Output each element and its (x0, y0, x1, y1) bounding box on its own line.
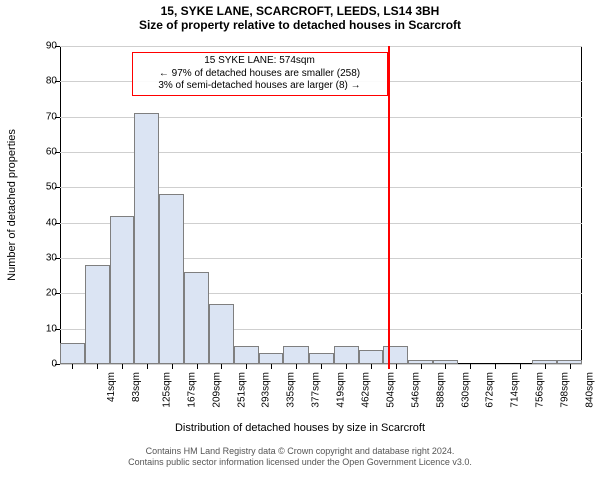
annotation-line: 3% of semi-detached houses are larger (8… (135, 80, 385, 93)
x-tick-mark (346, 364, 347, 369)
marker-line (388, 46, 390, 369)
histogram-bar (259, 353, 284, 364)
x-tick-label: 167sqm (186, 372, 197, 408)
x-tick-label: 335sqm (286, 372, 297, 408)
x-tick-mark (421, 364, 422, 369)
x-tick-mark (122, 364, 123, 369)
histogram-bar (85, 265, 110, 364)
axis-border-left (60, 46, 61, 364)
x-tick-mark (396, 364, 397, 369)
x-tick-label: 419sqm (335, 372, 346, 408)
histogram-bar (110, 216, 135, 364)
x-tick-mark (495, 364, 496, 369)
x-tick-mark (197, 364, 198, 369)
x-tick-mark (97, 364, 98, 369)
x-tick-mark (545, 364, 546, 369)
x-tick-label: 798sqm (560, 372, 571, 408)
x-tick-mark (172, 364, 173, 369)
histogram-bar (184, 272, 209, 364)
x-tick-label: 840sqm (584, 372, 595, 408)
axis-border-right (581, 46, 582, 364)
y-tick-label: 50 (46, 182, 57, 193)
chart-title-address: 15, SYKE LANE, SCARCROFT, LEEDS, LS14 3B… (0, 4, 600, 18)
x-tick-label: 83sqm (131, 372, 142, 402)
annotation-line: 15 SYKE LANE: 574sqm (135, 55, 385, 68)
x-tick-label: 377sqm (311, 372, 322, 408)
annotation-box: 15 SYKE LANE: 574sqm← 97% of detached ho… (132, 52, 388, 96)
y-tick-label: 90 (46, 41, 57, 52)
x-tick-label: 251sqm (236, 372, 247, 408)
histogram-bar (134, 113, 159, 364)
histogram-bar (283, 346, 308, 364)
x-tick-mark (371, 364, 372, 369)
x-tick-mark (147, 364, 148, 369)
x-tick-mark (321, 364, 322, 369)
y-tick-label: 70 (46, 111, 57, 122)
y-tick-label: 80 (46, 76, 57, 87)
annotation-line: ← 97% of detached houses are smaller (25… (135, 68, 385, 81)
x-tick-mark (271, 364, 272, 369)
histogram-bar (359, 350, 384, 364)
titles: 15, SYKE LANE, SCARCROFT, LEEDS, LS14 3B… (0, 4, 600, 32)
y-tick-label: 60 (46, 147, 57, 158)
x-tick-mark (570, 364, 571, 369)
x-tick-label: 41sqm (106, 372, 117, 402)
plot-area-wrap: 010203040506070809015 SYKE LANE: 574sqm←… (60, 46, 582, 364)
histogram-bar (209, 304, 234, 364)
x-tick-label: 546sqm (411, 372, 422, 408)
histogram-bar (60, 343, 85, 364)
x-tick-mark (445, 364, 446, 369)
x-tick-mark (221, 364, 222, 369)
x-tick-label: 756sqm (535, 372, 546, 408)
x-ticks: 41sqm 83sqm 125sqm 167sqm 209sqm 251sqm 293sqm… (60, 364, 582, 424)
x-tick-label: 714sqm (510, 372, 521, 408)
x-tick-mark (72, 364, 73, 369)
y-tick-label: 20 (46, 288, 57, 299)
chart-title-subtitle: Size of property relative to detached ho… (0, 18, 600, 32)
histogram-bar (234, 346, 259, 364)
x-tick-label: 672sqm (485, 372, 496, 408)
x-tick-label: 293sqm (261, 372, 272, 408)
footer: Contains HM Land Registry data © Crown c… (0, 446, 600, 469)
histogram-bar (159, 194, 184, 364)
x-tick-mark (246, 364, 247, 369)
plot-area: 010203040506070809015 SYKE LANE: 574sqm←… (60, 46, 582, 364)
y-axis-label: Number of detached properties (6, 46, 18, 364)
y-tick-label: 0 (51, 359, 57, 370)
x-axis-label: Distribution of detached houses by size … (0, 422, 600, 434)
x-tick-label: 209sqm (211, 372, 222, 408)
x-tick-mark (296, 364, 297, 369)
chart-container: 15, SYKE LANE, SCARCROFT, LEEDS, LS14 3B… (0, 0, 600, 500)
histogram-bar (309, 353, 334, 364)
y-tick-label: 10 (46, 323, 57, 334)
x-tick-label: 125sqm (162, 372, 173, 408)
histogram-bar (334, 346, 359, 364)
footer-line1: Contains HM Land Registry data © Crown c… (0, 446, 600, 457)
x-tick-mark (520, 364, 521, 369)
x-tick-label: 504sqm (386, 372, 397, 408)
footer-line2: Contains public sector information licen… (0, 457, 600, 468)
x-tick-label: 630sqm (460, 372, 471, 408)
x-tick-mark (470, 364, 471, 369)
y-tick-label: 30 (46, 253, 57, 264)
x-tick-label: 588sqm (435, 372, 446, 408)
x-tick-label: 462sqm (361, 372, 372, 408)
y-tick-label: 40 (46, 217, 57, 228)
gridline (60, 46, 582, 47)
